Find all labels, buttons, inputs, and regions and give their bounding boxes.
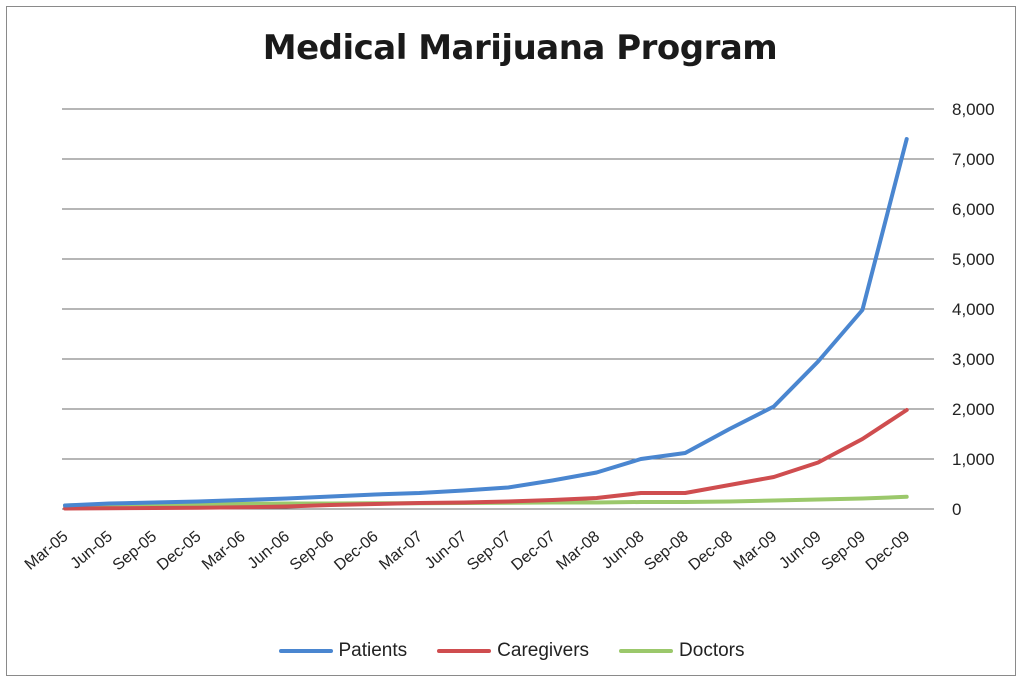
chart-title: Medical Marijuana Program [262, 28, 778, 68]
x-tick-label: Dec-06 [331, 528, 382, 574]
y-axis-ticks: 0 1,000 2,000 3,000 4,000 5,000 6,000 7,000 8,00… [928, 100, 995, 519]
x-tick-label: Jun-05 [67, 528, 115, 573]
legend-item-patients: Patients [278, 640, 408, 662]
legend-item-caregivers: Caregivers [437, 640, 589, 662]
x-axis-ticks: Mar-05Jun-05Sep-05Dec-05Mar-06Jun-06Sep-… [22, 528, 914, 574]
x-tick-label: Jun-06 [245, 528, 293, 573]
legend-label: Caregivers [497, 640, 590, 661]
y-tick-label: 8,000 [952, 100, 995, 119]
gridlines [62, 108, 928, 510]
x-tick-label: Jun-07 [422, 528, 470, 573]
x-tick-label: Sep-08 [641, 528, 692, 574]
y-tick-label: 7,000 [952, 150, 995, 169]
y-tick-label: 4,000 [952, 300, 995, 319]
y-tick-label: 5,000 [952, 250, 995, 269]
x-tick-label: Jun-09 [776, 528, 824, 573]
y-tick-label: 1,000 [952, 450, 995, 469]
x-tick-label: Sep-07 [464, 528, 515, 574]
legend-item-doctors: Doctors [619, 640, 745, 662]
x-tick-label: Mar-09 [731, 528, 781, 574]
legend-label: Doctors [679, 640, 745, 661]
x-tick-label: Sep-09 [819, 528, 870, 574]
x-tick-label: Dec-09 [863, 528, 914, 574]
y-tick-label: 3,000 [952, 350, 995, 369]
legend-swatch [278, 649, 333, 653]
x-tick-label: Mar-05 [22, 528, 72, 574]
chart-frame [6, 6, 1016, 676]
legend-swatch [619, 649, 674, 653]
x-tick-label: Mar-07 [376, 528, 426, 574]
legend-label: Patients [338, 640, 408, 661]
x-tick-label: Dec-08 [686, 528, 737, 574]
x-tick-label: Mar-08 [553, 528, 603, 574]
x-tick-label: Jun-08 [599, 528, 647, 573]
y-tick-label: 6,000 [952, 200, 995, 219]
y-tick-label: 2,000 [952, 400, 995, 419]
legend: Patients Caregivers Doctors [0, 640, 1023, 662]
legend-swatch [437, 649, 492, 653]
series-line-caregivers [63, 408, 909, 511]
x-tick-label: Mar-06 [199, 528, 249, 574]
x-tick-label: Sep-05 [110, 528, 161, 574]
series-lines [63, 137, 909, 511]
x-tick-label: Dec-05 [154, 528, 205, 574]
series-line-patients [63, 137, 909, 508]
x-tick-label: Sep-06 [287, 528, 338, 574]
x-tick-label: Dec-07 [508, 528, 559, 574]
y-tick-label: 0 [952, 500, 961, 519]
